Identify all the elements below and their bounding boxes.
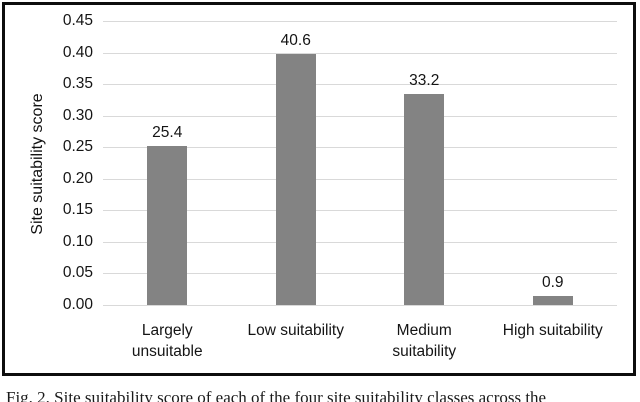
y-axis-tick-label: 0.20	[62, 169, 93, 187]
x-axis-category-line: High suitability	[502, 322, 603, 339]
y-axis-tick-label: 0.15	[62, 201, 93, 219]
gridline	[103, 115, 617, 117]
bar-value-label: 25.4	[152, 124, 183, 141]
y-axis-tick-label: 0.05	[62, 264, 93, 282]
bar-medium-suitability	[404, 94, 445, 305]
x-axis-category-line: Medium	[396, 322, 452, 339]
x-axis-category-label: High suitability	[489, 320, 618, 341]
gridline	[103, 273, 617, 275]
x-axis-category-label: Medium suitability	[360, 320, 489, 362]
figure-caption: Fig. 2. Site suitability score of each o…	[6, 388, 547, 402]
y-axis-tick-label: 0.40	[62, 43, 93, 61]
x-axis-category-label: Largely unsuitable	[103, 320, 232, 362]
x-axis-category-line: Largely	[141, 322, 193, 339]
bar-high-suitability	[532, 296, 573, 305]
y-axis-tick-label: 0.35	[62, 75, 93, 93]
gridline	[103, 21, 617, 22]
y-axis-tick-label: 0.30	[62, 106, 93, 124]
y-axis-tick-label: 0.10	[62, 232, 93, 250]
gridline	[103, 52, 617, 54]
gridline	[103, 305, 617, 306]
bar-value-label: 33.2	[409, 72, 440, 89]
y-axis-tick-label: 0.25	[62, 138, 93, 156]
gridline	[103, 210, 617, 212]
gridline	[103, 84, 617, 86]
x-axis-category-label: Low suitability	[232, 320, 361, 341]
x-axis-category-line: Low suitability	[247, 322, 345, 339]
gridline	[103, 147, 617, 149]
x-axis-category-line: unsuitable	[131, 343, 203, 360]
chart-frame: Site suitability score 0.45 0.40 0.35 0.30 0…	[2, 2, 636, 376]
bar-value-label: 40.6	[280, 32, 311, 49]
bar-low-suitability	[275, 54, 316, 305]
x-axis-category-line: suitability	[392, 343, 457, 360]
y-axis-tick-label: 0.45	[62, 12, 93, 29]
gridline	[103, 178, 617, 180]
bar-value-label: 0.9	[541, 274, 564, 291]
bar-largely-unsuitable	[147, 146, 188, 305]
y-axis-tick-label: 0.00	[62, 296, 93, 313]
gridline	[103, 241, 617, 243]
